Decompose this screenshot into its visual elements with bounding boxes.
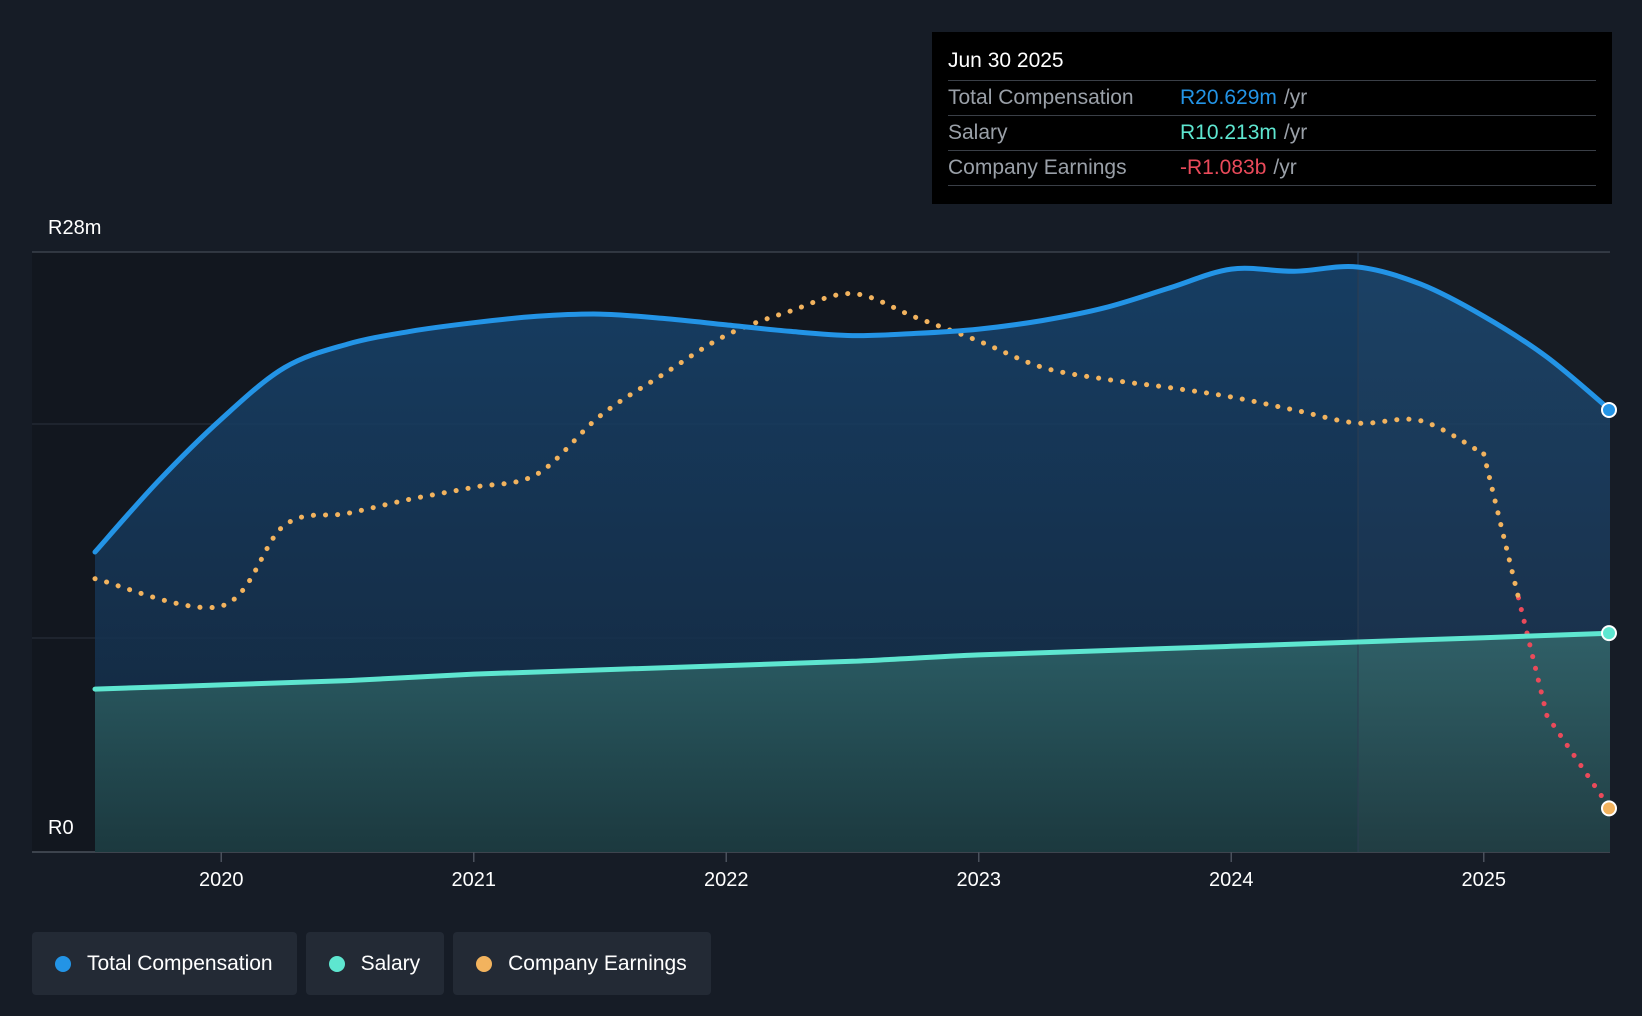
tooltip-date: Jun 30 2025 <box>948 46 1596 81</box>
y-axis-top-label: R28m <box>48 217 102 239</box>
salary-line <box>92 630 1613 692</box>
x-axis-ticks <box>220 852 1485 862</box>
legend-label: Total Compensation <box>87 951 273 975</box>
total-compensation-line <box>92 264 1613 555</box>
x-axis-tick-labels: 2020 2021 2022 2023 2024 2025 <box>199 869 1506 891</box>
chart-legend: Total Compensation Salary Company Earnin… <box>32 932 711 995</box>
company-earnings-negative-segment <box>1515 595 1613 811</box>
legend-label: Salary <box>360 951 421 975</box>
x-tick-label: 2021 <box>452 869 497 891</box>
tooltip-row-total-compensation: Total Compensation R20.629m /yr <box>948 81 1596 116</box>
tooltip-value: R20.629m <box>1180 86 1277 109</box>
legend-dot-icon <box>328 955 345 972</box>
tooltip-row-salary: Salary R10.213m /yr <box>948 116 1596 151</box>
legend-label: Company Earnings <box>508 951 687 975</box>
company-earnings-drop-segment <box>1481 451 1521 601</box>
salary-area <box>95 633 1610 852</box>
legend-dot-icon <box>55 955 71 972</box>
tooltip-label: Company Earnings <box>948 156 1127 179</box>
company-earnings-line <box>92 291 1487 611</box>
legend-item-total-compensation[interactable]: Total Compensation <box>32 932 297 995</box>
salary-end-marker <box>1601 625 1617 642</box>
end-markers <box>1601 401 1617 817</box>
x-tick-label: 2024 <box>1209 869 1254 891</box>
legend-dot-icon <box>476 955 493 972</box>
x-tick-label: 2022 <box>704 869 749 891</box>
tooltip-label: Salary <box>948 121 1008 144</box>
legend-item-salary[interactable]: Salary <box>305 932 445 995</box>
legend-item-company-earnings[interactable]: Company Earnings <box>453 932 711 995</box>
tooltip-value: R10.213m <box>1180 121 1277 144</box>
tooltip-unit: /yr <box>1283 86 1308 109</box>
y-axis-bottom-label: R0 <box>48 817 74 839</box>
tooltip-row-company-earnings: Company Earnings -R1.083b /yr <box>948 151 1596 186</box>
x-tick-label: 2020 <box>199 869 244 891</box>
highlight-band <box>1358 252 1610 852</box>
data-tooltip: Jun 30 2025 Total Compensation R20.629m … <box>932 32 1612 204</box>
tooltip-unit: /yr <box>1283 121 1308 144</box>
total-compensation-end-marker <box>1601 401 1617 418</box>
tooltip-unit: /yr <box>1273 156 1297 179</box>
tooltip-value: -R1.083b <box>1180 156 1267 179</box>
x-tick-label: 2023 <box>957 869 1002 891</box>
x-tick-label: 2025 <box>1462 869 1507 891</box>
company-earnings-end-marker <box>1601 800 1617 817</box>
tooltip-label: Total Compensation <box>948 86 1134 109</box>
